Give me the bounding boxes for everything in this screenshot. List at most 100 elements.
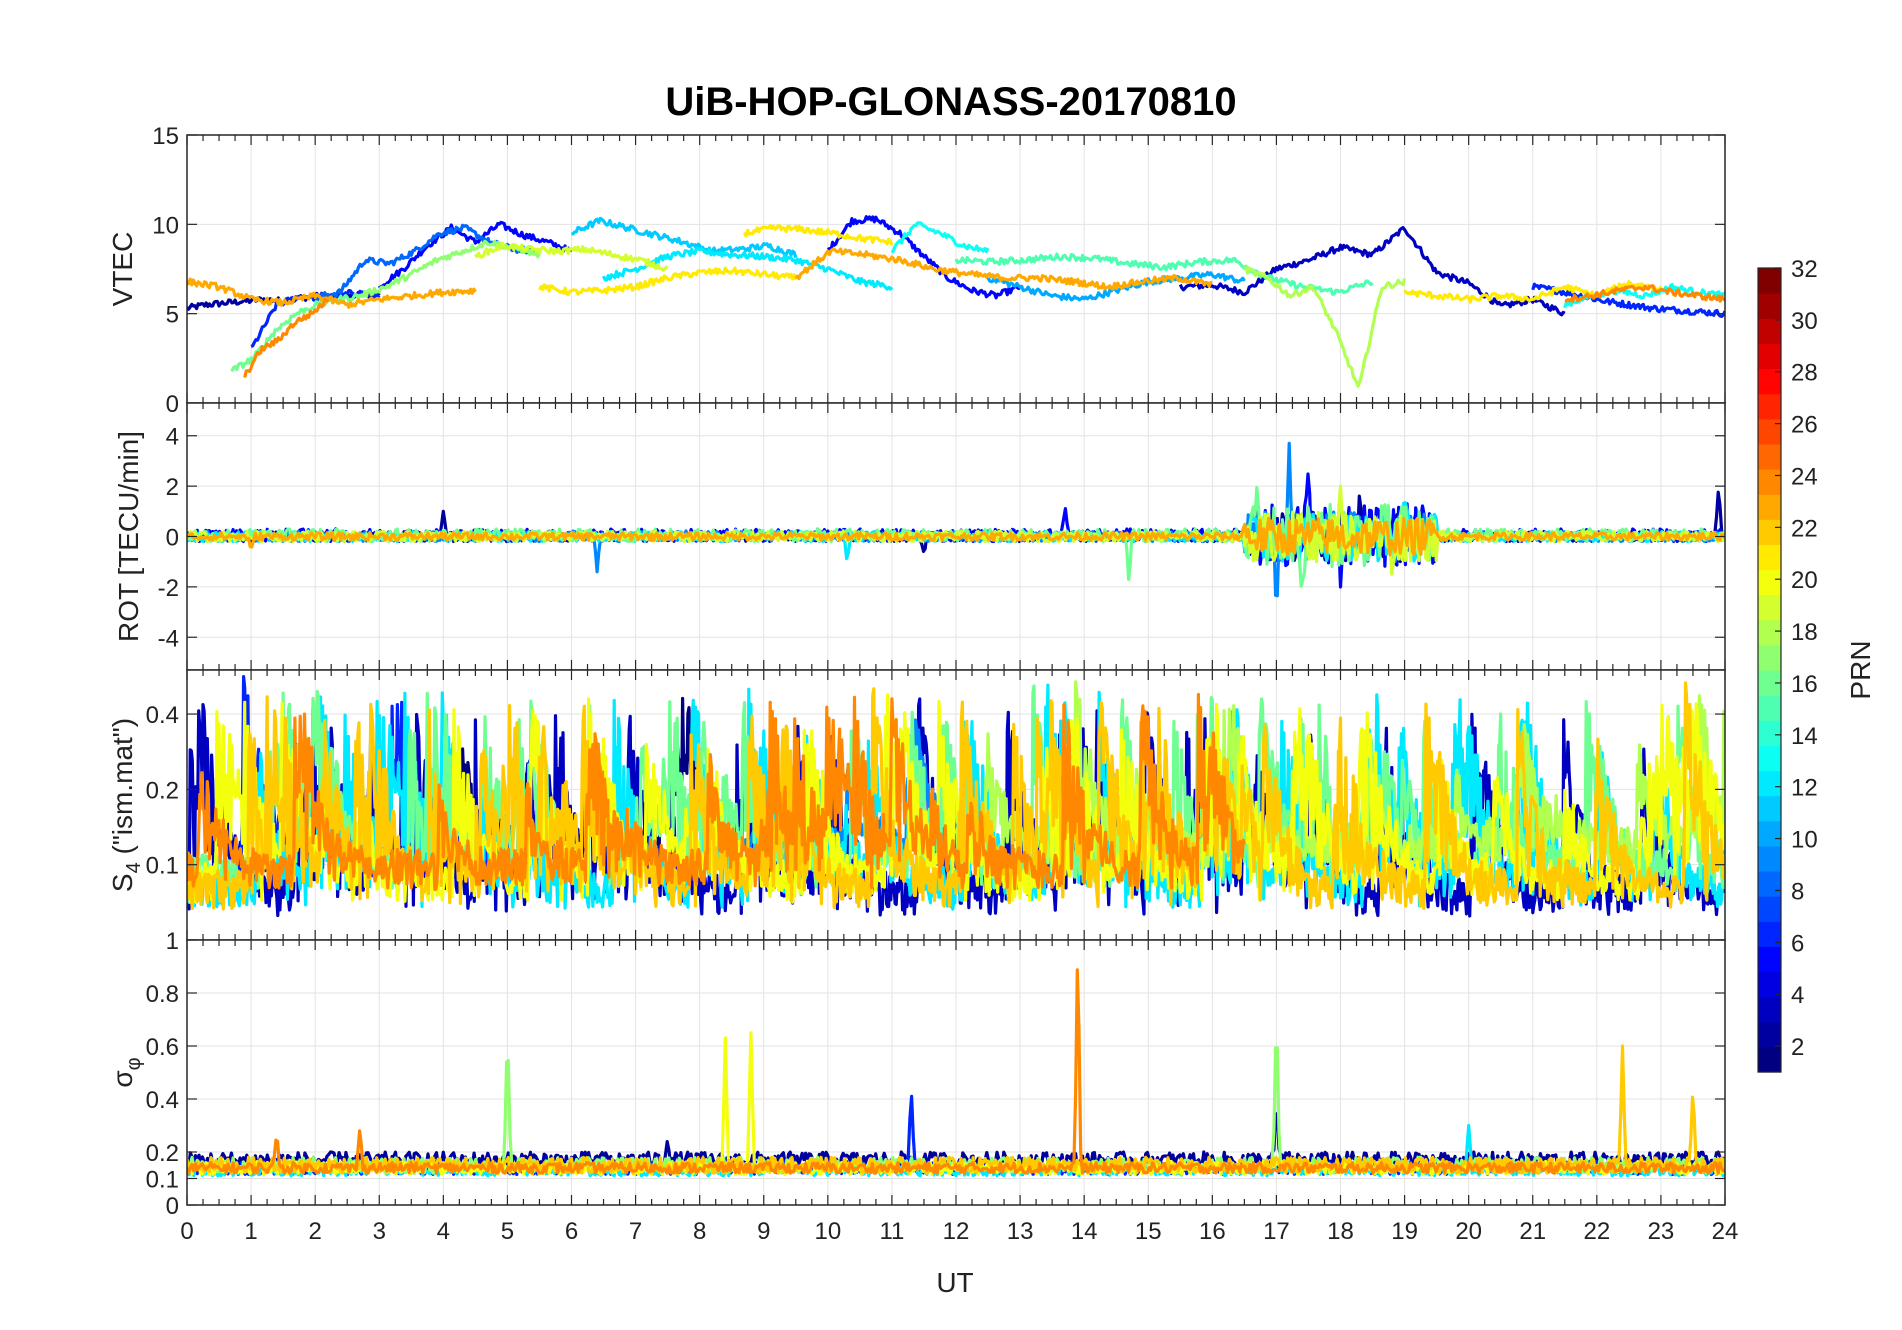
x-tick-label: 14 bbox=[1071, 1218, 1098, 1245]
y-tick-label-rot: -2 bbox=[158, 575, 179, 602]
y-axis-label-vtec: VTEC bbox=[107, 232, 138, 307]
colorbar-tick-label: 32 bbox=[1791, 256, 1818, 283]
series-line-prn-5 bbox=[826, 215, 1021, 300]
colorbar-segment bbox=[1758, 619, 1781, 646]
series-line-prn-24 bbox=[243, 297, 330, 378]
colorbar-segment bbox=[1758, 293, 1781, 319]
colorbar-tick-label: 26 bbox=[1791, 412, 1818, 439]
x-axis-label: UT bbox=[936, 1267, 973, 1298]
x-tick-label: 22 bbox=[1583, 1218, 1610, 1245]
x-tick-label: 9 bbox=[757, 1218, 770, 1245]
colorbar-segment bbox=[1758, 670, 1781, 696]
colorbar-segment bbox=[1758, 443, 1781, 470]
y-axis-label-sigma: σφ bbox=[107, 1057, 145, 1087]
x-ticks-sigma: 00.10.2 0.4 0.6 0.8 1 bbox=[146, 928, 1726, 1220]
colorbar-segment bbox=[1758, 896, 1781, 922]
x-tick-label: 21 bbox=[1519, 1218, 1546, 1245]
colorbar-tick-label: 20 bbox=[1791, 567, 1818, 594]
series-vtec bbox=[187, 215, 1725, 388]
colorbar-segment bbox=[1758, 795, 1781, 822]
colorbar-segment bbox=[1758, 569, 1781, 596]
colorbar-tick-label: 12 bbox=[1791, 775, 1818, 802]
series-line-prn-18 bbox=[1243, 266, 1407, 388]
x-tick-label: 12 bbox=[943, 1218, 970, 1245]
colorbar-tick-label: 16 bbox=[1791, 671, 1818, 698]
colorbar-segment bbox=[1758, 368, 1781, 395]
colorbar-segment bbox=[1758, 695, 1781, 721]
y-tick-label-sigma: 0.2 bbox=[146, 1140, 179, 1167]
x-tick-label: 0 bbox=[180, 1218, 193, 1245]
series-line-prn-15 bbox=[954, 252, 1374, 296]
series-line-prn-23 bbox=[187, 516, 1725, 557]
x-tick-label: 20 bbox=[1455, 1218, 1482, 1245]
chart-title: UiB-HOP-GLONASS-20170810 bbox=[665, 80, 1236, 124]
colorbar-segment bbox=[1758, 996, 1781, 1023]
panel-vtec: 0 5 10 15 VTEC bbox=[107, 123, 1726, 418]
colorbar-segment bbox=[1758, 921, 1781, 947]
x-tick-label: 23 bbox=[1648, 1218, 1675, 1245]
x-tick-label: 13 bbox=[1007, 1218, 1034, 1245]
x-tick-label: 16 bbox=[1199, 1218, 1226, 1245]
y-tick-label-sigma: 0.1 bbox=[146, 1167, 179, 1194]
y-tick-label-vtec: 10 bbox=[152, 212, 179, 239]
y-tick-label-sigma: 1 bbox=[166, 928, 179, 955]
y-tick-label-sigma: 0.8 bbox=[146, 981, 179, 1008]
x-tick-label: 11 bbox=[879, 1218, 904, 1245]
series-line-prn-13 bbox=[890, 221, 990, 254]
colorbar-tick-label: 2 bbox=[1791, 1034, 1804, 1061]
panel-sigma: 00.10.2 0.4 0.6 0.8 1 σφ bbox=[107, 928, 1726, 1220]
colorbar-segment bbox=[1758, 845, 1781, 872]
x-tick-label: 6 bbox=[565, 1218, 578, 1245]
x-tick-label: 19 bbox=[1391, 1218, 1418, 1245]
y-tick-label-rot: -4 bbox=[158, 625, 179, 652]
series-line-prn-21 bbox=[743, 224, 894, 246]
colorbar-segment bbox=[1758, 393, 1781, 420]
colorbar-tick-label: 4 bbox=[1791, 982, 1804, 1009]
colorbar-tick-label: 30 bbox=[1791, 308, 1818, 335]
colorbar-segment bbox=[1758, 745, 1781, 772]
x-tick-label: 17 bbox=[1263, 1218, 1290, 1245]
colorbar-segment bbox=[1758, 418, 1781, 445]
colorbar-segment bbox=[1758, 1046, 1781, 1073]
colorbar-segment bbox=[1758, 519, 1781, 545]
colorbar-segment bbox=[1758, 1021, 1781, 1048]
x-tick-label: 3 bbox=[373, 1218, 386, 1245]
series-sigma bbox=[187, 968, 1725, 1178]
y-tick-label-s4: 0.4 bbox=[146, 702, 179, 729]
y-tick-label-sigma: 0.4 bbox=[146, 1087, 179, 1114]
colorbar-tick-label: 22 bbox=[1791, 515, 1818, 542]
panel-rot: -4 -2 0 2 4 ROT [TECU/min] bbox=[113, 402, 1726, 671]
series-s4 bbox=[187, 675, 1725, 918]
colorbar-segment bbox=[1758, 770, 1781, 797]
series-line-prn-23 bbox=[794, 247, 1213, 291]
colorbar-label: PRN bbox=[1845, 640, 1876, 699]
y-tick-label-vtec: 15 bbox=[152, 123, 179, 150]
x-tick-label: 5 bbox=[501, 1218, 514, 1245]
colorbar-segment bbox=[1758, 820, 1781, 847]
y-tick-label-vtec: 5 bbox=[166, 302, 179, 329]
series-line-prn-24 bbox=[1564, 284, 1725, 303]
series-line-prn-21 bbox=[538, 266, 798, 296]
y-axis-label-rot: ROT [TECU/min] bbox=[113, 431, 144, 642]
y-tick-label-vtec: 0 bbox=[166, 391, 179, 418]
y-tick-label-sigma: 0 bbox=[166, 1193, 179, 1220]
colorbar-tick-label: 24 bbox=[1791, 463, 1818, 490]
series-line-prn-12 bbox=[187, 683, 1725, 911]
colorbar-segment bbox=[1758, 644, 1781, 671]
colorbar-segment bbox=[1758, 469, 1781, 495]
colorbar-frame bbox=[1757, 267, 1782, 1073]
colorbar-segment bbox=[1758, 871, 1781, 897]
y-axis-label-s4: S4 ("ism.mat") bbox=[107, 718, 145, 892]
colorbar-segment bbox=[1758, 494, 1781, 520]
colorbar-segment bbox=[1758, 544, 1781, 571]
series-line-prn-5 bbox=[377, 220, 573, 290]
y-tick-label-rot: 0 bbox=[166, 525, 179, 552]
colorbar-tick-label: 10 bbox=[1791, 827, 1818, 854]
series-line-prn-24 bbox=[187, 692, 1246, 891]
x-tick-label: 1 bbox=[244, 1218, 257, 1245]
y-tick-label-rot: 2 bbox=[166, 474, 179, 501]
colorbar-segment bbox=[1758, 594, 1781, 621]
y-tick-label-rot: 4 bbox=[166, 424, 179, 451]
